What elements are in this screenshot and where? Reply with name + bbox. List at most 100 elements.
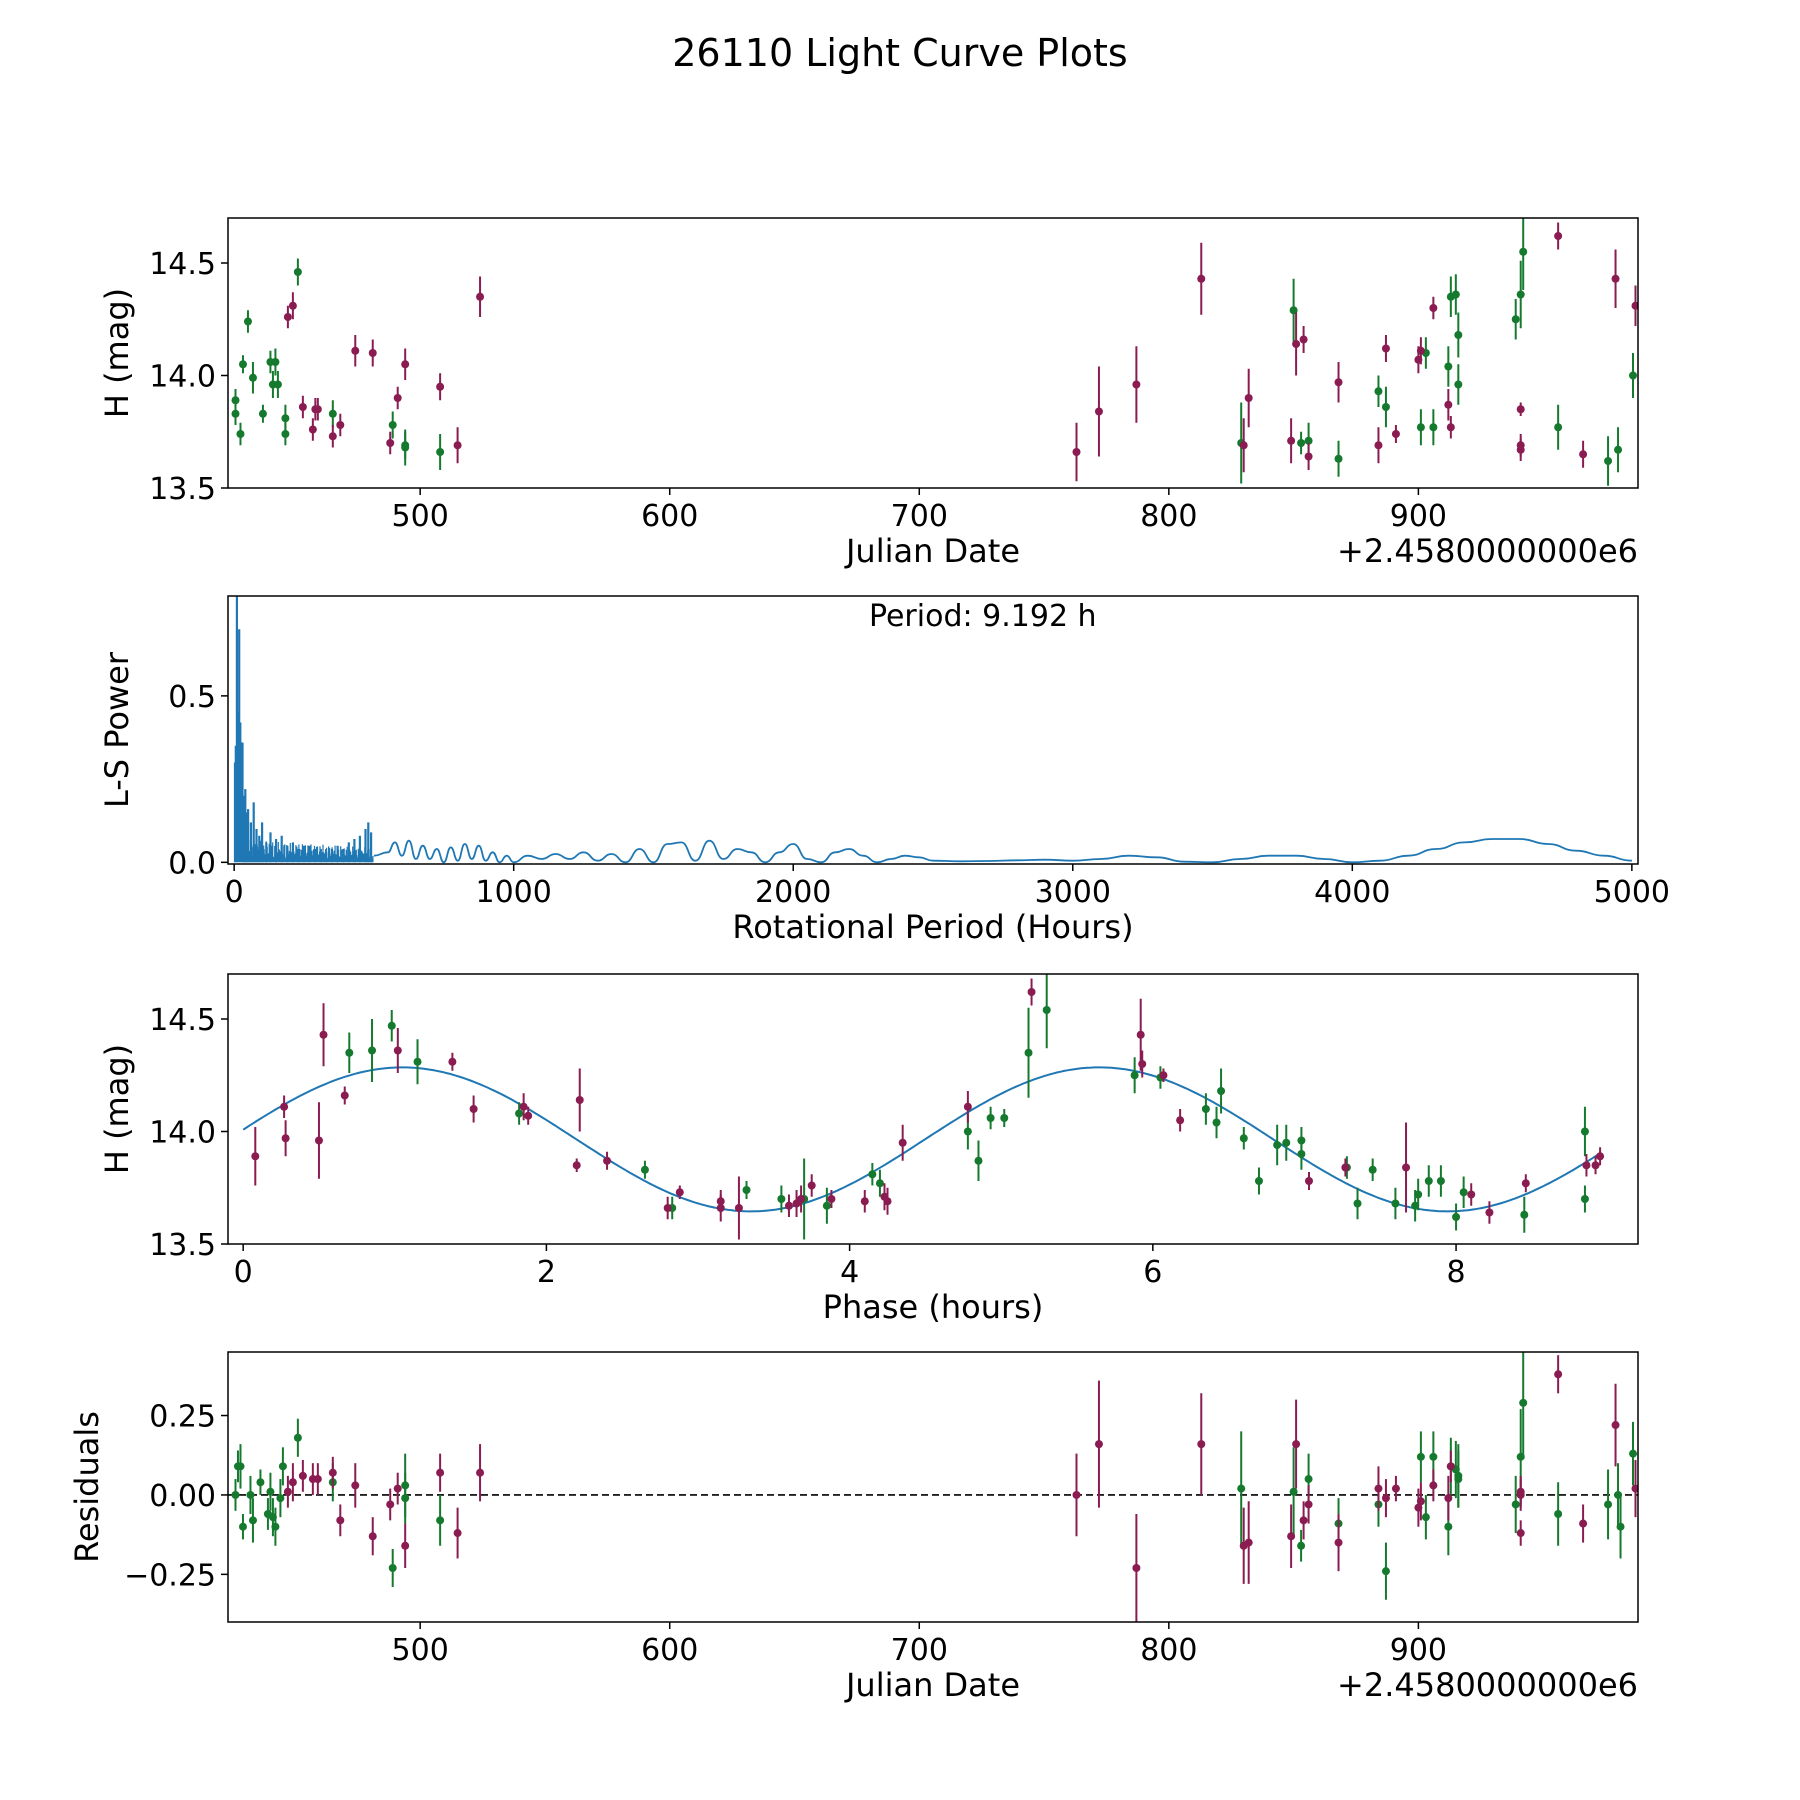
marker (1429, 1481, 1438, 1490)
y-axis-label: Residuals (68, 1411, 106, 1563)
data-point-green (1604, 1469, 1613, 1540)
data-point-green (1454, 1450, 1463, 1508)
marker (1212, 1118, 1221, 1127)
marker (963, 1102, 972, 1111)
marker (271, 1522, 280, 1531)
x-tick-label: 500 (392, 499, 449, 534)
marker (777, 1195, 786, 1203)
marker (401, 1541, 410, 1550)
data-point-purple (368, 339, 377, 367)
data-point-purple (1516, 402, 1525, 416)
y-tick-label: 14.0 (149, 360, 216, 395)
data-point-purple (1027, 978, 1036, 1006)
data-point-purple (436, 1453, 445, 1492)
marker (1024, 1048, 1033, 1057)
marker (1094, 407, 1103, 416)
marker (1604, 457, 1613, 465)
data-point-purple (1381, 1479, 1390, 1518)
marker (1424, 1177, 1433, 1185)
marker (387, 1021, 396, 1030)
axes-frame (227, 217, 1639, 489)
data-point-green (256, 1469, 265, 1495)
data-point-green (1289, 278, 1298, 342)
marker (1631, 1484, 1638, 1493)
marker (288, 301, 297, 310)
data-point-purple (283, 1475, 292, 1508)
data-point-green (1616, 1494, 1625, 1559)
data-point-green (1580, 1185, 1589, 1213)
data-point-purple (288, 1463, 297, 1502)
marker (1629, 371, 1638, 380)
data-point-green (1381, 1542, 1390, 1600)
data-point-green (236, 1444, 245, 1489)
marker (278, 1462, 287, 1471)
marker (1429, 1452, 1438, 1461)
marker (1304, 1500, 1313, 1509)
data-point-purple (1132, 346, 1141, 423)
data-point-green (1511, 1475, 1520, 1534)
data-point-purple (314, 1102, 323, 1179)
marker (1374, 387, 1383, 396)
data-point-green (1519, 1352, 1528, 1457)
marker (1429, 423, 1438, 432)
data-point-purple (734, 1176, 743, 1240)
marker (328, 1468, 337, 1477)
marker (298, 403, 307, 411)
marker (393, 394, 402, 402)
x-tick-label: 900 (1390, 1633, 1447, 1668)
data-point-green (388, 411, 397, 439)
data-point-purple (1132, 1514, 1141, 1622)
marker (336, 1516, 345, 1525)
data-point-green (278, 1447, 287, 1486)
marker (401, 1494, 410, 1503)
marker (1582, 1161, 1591, 1170)
data-point-purple (860, 1190, 869, 1213)
data-point-green (231, 1479, 240, 1511)
data-point-purple (1516, 434, 1525, 457)
x-tick-label: 4000 (1314, 875, 1390, 910)
y-tick-label: −0.25 (124, 1558, 216, 1593)
marker (248, 1516, 257, 1525)
data-point-green (413, 1039, 422, 1085)
marker (1611, 1421, 1620, 1430)
marker (401, 441, 410, 450)
data-point-purple (1444, 1475, 1453, 1521)
y-tick-label: 0.0 (168, 846, 216, 881)
marker (236, 1462, 245, 1471)
data-point-green (640, 1160, 649, 1179)
marker (298, 1471, 307, 1480)
marker (1416, 346, 1425, 355)
marker (243, 317, 252, 326)
marker (1580, 1127, 1589, 1136)
plot-area-phase (242, 974, 1605, 1240)
marker (436, 448, 445, 456)
marker (1176, 1116, 1185, 1125)
marker (1297, 439, 1306, 447)
marker (1411, 1201, 1420, 1210)
data-point-green (1273, 1124, 1282, 1166)
data-point-green (1520, 1196, 1529, 1233)
marker (1299, 335, 1308, 344)
data-point-purple (476, 276, 485, 317)
data-point-purple (368, 1517, 377, 1556)
marker (822, 1201, 831, 1210)
x-axis-label: Julian Date (844, 532, 1020, 570)
marker (1072, 1490, 1081, 1499)
data-point-green (271, 1507, 280, 1546)
marker (1521, 1179, 1530, 1188)
marker (246, 1490, 255, 1499)
marker (1416, 1452, 1425, 1461)
x-tick-label: 800 (1140, 499, 1197, 534)
data-point-green (1212, 1106, 1221, 1139)
marker (1444, 1494, 1453, 1503)
marker (1579, 450, 1588, 459)
marker (1467, 1190, 1476, 1199)
marker (393, 1046, 402, 1055)
marker (1217, 1087, 1226, 1095)
power-curve (373, 838, 1632, 864)
data-point-purple (1444, 389, 1453, 421)
data-point-purple (319, 1003, 328, 1067)
data-point-purple (963, 1091, 972, 1123)
data-point-purple (1516, 1520, 1525, 1546)
marker (1511, 1500, 1520, 1509)
